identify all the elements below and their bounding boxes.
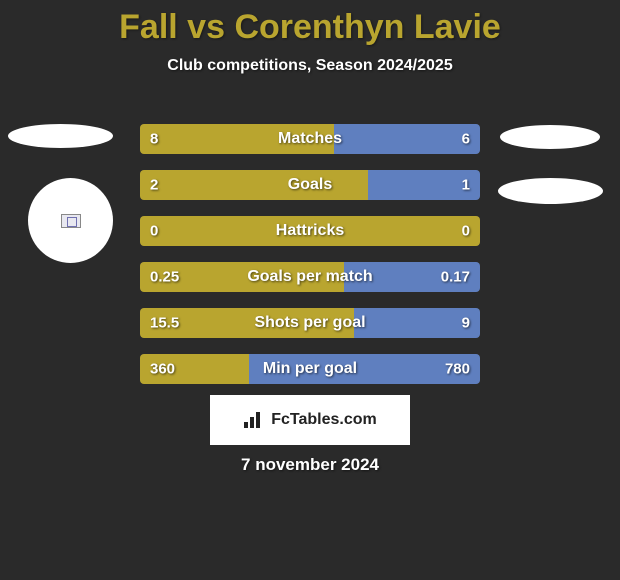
stat-row: 360 780 Min per goal xyxy=(140,354,480,384)
stat-bar-left xyxy=(140,170,368,200)
stat-value-right: 780 xyxy=(445,361,470,378)
stat-label: Goals per match xyxy=(247,268,372,286)
stat-value-left: 8 xyxy=(150,131,158,148)
stat-row: 15.5 9 Shots per goal xyxy=(140,308,480,338)
stat-value-left: 0.25 xyxy=(150,269,179,286)
stat-label: Min per goal xyxy=(263,360,357,378)
brand-text: FcTables.com xyxy=(271,411,377,429)
stat-row: 8 6 Matches xyxy=(140,124,480,154)
decor-ellipse-right-2 xyxy=(498,178,603,204)
flag-icon xyxy=(61,214,81,228)
stat-value-right: 1 xyxy=(462,177,470,194)
stat-value-left: 2 xyxy=(150,177,158,194)
stat-label: Goals xyxy=(288,176,332,194)
footer-date: 7 november 2024 xyxy=(241,455,379,475)
stat-label: Matches xyxy=(278,130,342,148)
stat-label: Shots per goal xyxy=(254,314,365,332)
stat-row: 0.25 0.17 Goals per match xyxy=(140,262,480,292)
stat-value-left: 15.5 xyxy=(150,315,179,332)
stat-value-right: 9 xyxy=(462,315,470,332)
stat-value-left: 360 xyxy=(150,361,175,378)
stat-value-left: 0 xyxy=(150,223,158,240)
stat-row: 0 0 Hattricks xyxy=(140,216,480,246)
comparison-title: Fall vs Corenthyn Lavie xyxy=(0,0,620,47)
stat-bar-right xyxy=(334,124,480,154)
stat-value-right: 0 xyxy=(462,223,470,240)
stat-value-right: 0.17 xyxy=(441,269,470,286)
comparison-subtitle: Club competitions, Season 2024/2025 xyxy=(0,57,620,75)
bar-chart-icon xyxy=(243,411,265,429)
decor-ellipse-right-1 xyxy=(500,125,600,149)
stat-value-right: 6 xyxy=(462,131,470,148)
decor-ellipse-left-1 xyxy=(8,124,113,148)
brand-box: FcTables.com xyxy=(210,395,410,445)
decor-circle-left xyxy=(28,178,113,263)
stat-label: Hattricks xyxy=(276,222,344,240)
stats-bars: 8 6 Matches 2 1 Goals 0 0 Hattricks 0.25 0.17 Goals… xyxy=(140,124,480,400)
stat-row: 2 1 Goals xyxy=(140,170,480,200)
